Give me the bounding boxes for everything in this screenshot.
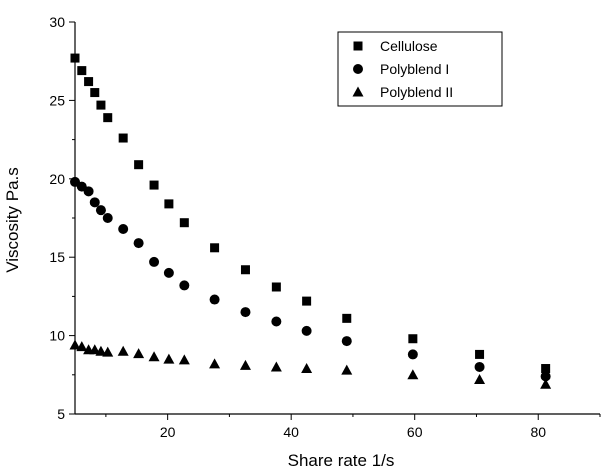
data-point-circle [540,371,551,382]
data-point-circle [271,316,282,327]
chart-marks [69,53,552,389]
legend-marker-circle [353,64,363,74]
data-point-circle [301,325,312,336]
data-point-circle [407,349,418,360]
data-point-triangle [540,378,552,389]
data-point-circle [83,186,94,197]
data-point-square [118,133,128,143]
x-axis-title: Share rate 1/s [288,451,395,470]
y-tick-label: 30 [49,14,65,30]
data-point-triangle [89,344,101,355]
legend-marker-square [353,41,363,51]
data-point-triangle [301,363,313,374]
data-point-square [90,88,100,98]
data-point-triangle [407,369,419,380]
data-point-square [164,199,174,209]
data-point-square [240,265,250,275]
data-point-square [84,77,94,87]
data-point-circle [149,256,160,267]
chart-legend: Cellulose Polyblend I Polyblend II [337,31,503,107]
y-tick-label: 5 [57,406,65,422]
data-point-triangle [209,358,221,369]
data-point-triangle [178,354,190,365]
data-point-triangle [69,339,81,350]
legend-label: Polyblend II [380,84,453,100]
data-point-square [134,160,144,170]
data-point-circle [118,223,129,234]
data-point-triangle [163,353,175,364]
data-point-square [475,349,485,359]
data-point-triangle [270,361,282,372]
data-point-square [70,53,80,63]
data-point-square [103,113,113,123]
data-point-square [210,243,220,253]
data-point-square [271,282,281,292]
data-point-circle [474,361,485,372]
x-tick-label: 60 [407,424,423,440]
y-tick-label: 15 [49,249,65,265]
data-point-square [342,313,352,323]
data-point-square [541,364,551,374]
data-point-square [77,66,87,76]
series-cellulose [70,53,551,374]
legend-label: Cellulose [380,38,438,54]
data-point-circle [240,307,251,318]
chart-ticks: 20 40 60 80 5 10 15 20 25 30 [49,14,601,440]
data-point-circle [209,294,220,305]
data-point-triangle [102,346,114,357]
x-tick-label: 40 [283,424,299,440]
data-point-circle [95,205,106,216]
series-polyblend-i [70,176,551,382]
data-point-circle [89,197,100,208]
data-point-circle [133,238,144,249]
data-point-triangle [148,351,160,362]
y-tick-label: 25 [49,92,65,108]
y-tick-label: 20 [49,171,65,187]
data-point-circle [163,267,174,278]
x-tick-label: 80 [530,424,546,440]
series-polyblend-ii [69,339,552,389]
data-point-triangle [474,374,486,385]
data-point-triangle [239,359,251,370]
x-tick-label: 20 [160,424,176,440]
data-point-triangle [341,364,353,375]
data-point-square [96,100,106,110]
y-tick-label: 10 [49,328,65,344]
data-point-circle [102,213,113,223]
data-point-square [149,180,159,190]
data-point-triangle [117,345,129,356]
legend-marker-triangle [352,86,364,97]
data-point-triangle [95,345,107,356]
y-axis-title: Viscosity Pa.s [3,167,22,273]
data-point-circle [341,336,352,347]
data-point-circle [179,280,190,291]
legend-label: Polyblend I [380,61,449,77]
data-point-triangle [133,348,145,359]
data-point-square [302,296,312,306]
data-point-square [179,218,189,228]
legend-box [337,31,503,107]
data-point-triangle [76,341,88,352]
data-point-square [408,334,418,344]
